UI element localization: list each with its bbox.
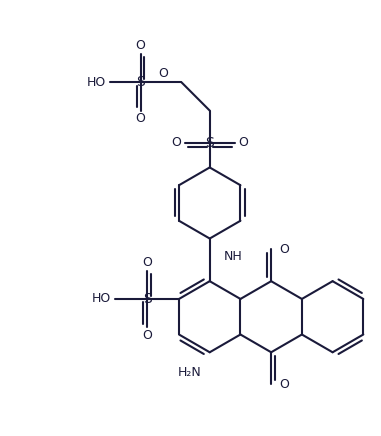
Text: S: S — [143, 292, 151, 306]
Text: HO: HO — [92, 293, 111, 306]
Text: O: O — [136, 39, 146, 52]
Text: S: S — [136, 75, 145, 89]
Text: O: O — [239, 136, 248, 149]
Text: H₂N: H₂N — [178, 366, 202, 379]
Text: O: O — [136, 112, 146, 125]
Text: NH: NH — [224, 250, 242, 263]
Text: O: O — [171, 136, 181, 149]
Text: HO: HO — [87, 76, 106, 89]
Text: O: O — [142, 329, 152, 342]
Text: O: O — [142, 256, 152, 269]
Text: O: O — [279, 378, 289, 391]
Text: O: O — [279, 243, 289, 255]
Text: O: O — [158, 67, 168, 80]
Text: S: S — [205, 136, 214, 150]
